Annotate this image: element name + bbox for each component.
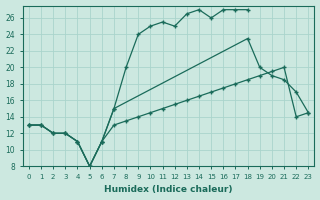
X-axis label: Humidex (Indice chaleur): Humidex (Indice chaleur) — [104, 185, 233, 194]
